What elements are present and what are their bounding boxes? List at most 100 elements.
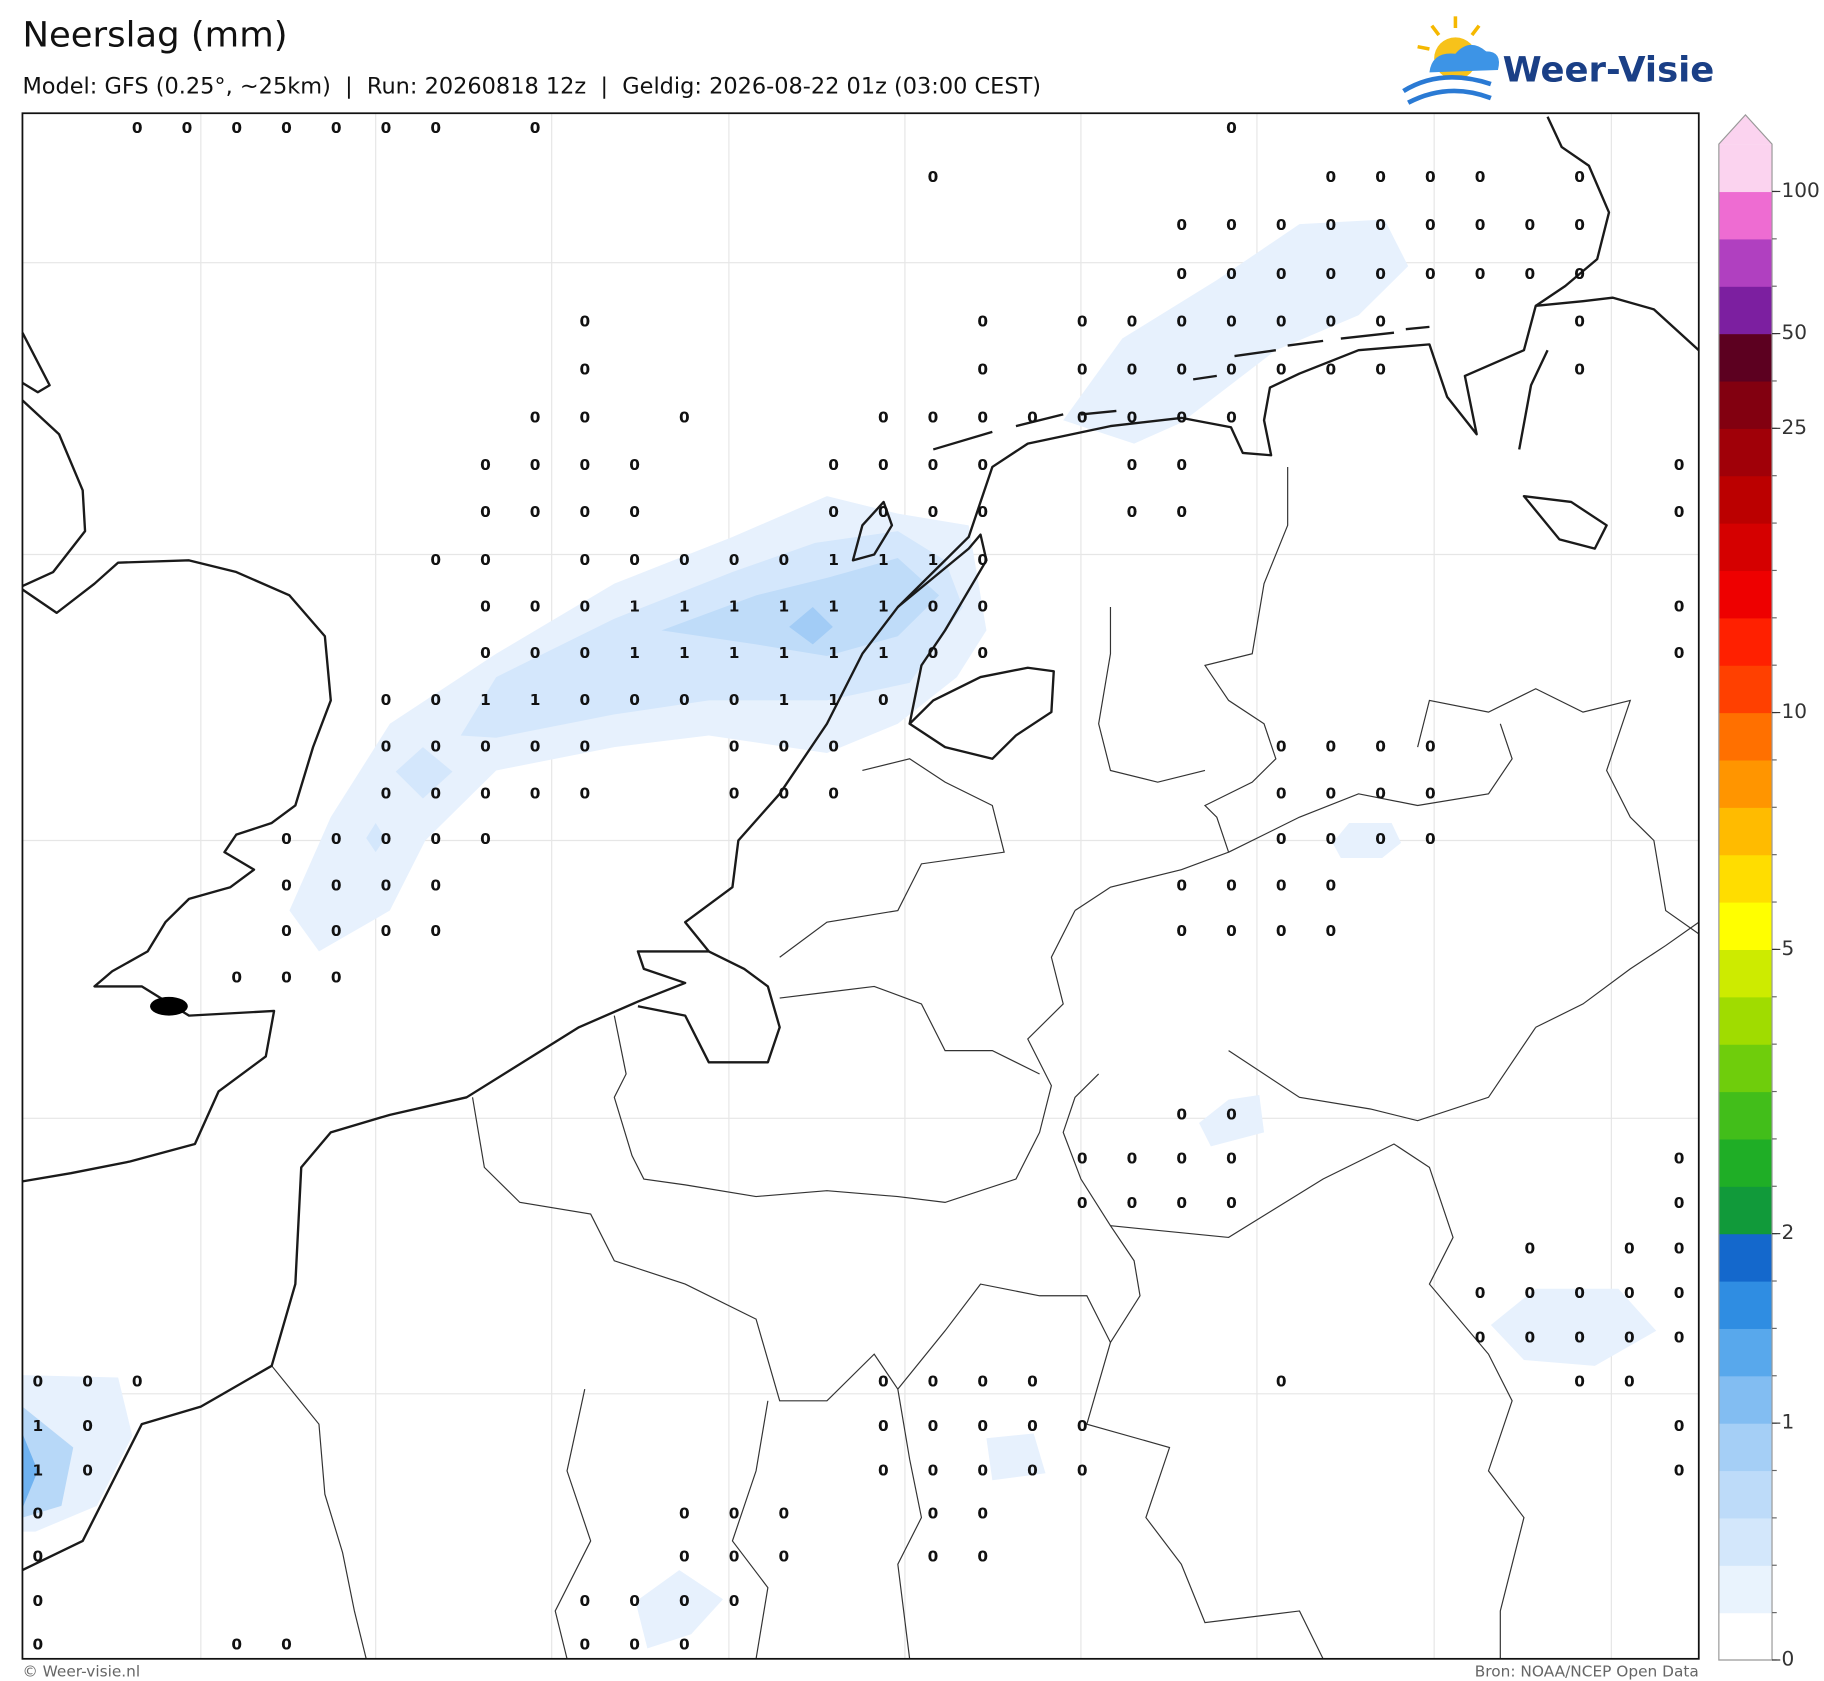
grid-value: 0 [281,969,292,987]
colorbar-segment [1718,1138,1773,1187]
borders-part [1228,1026,1537,1122]
title: Neerslag (mm) [22,15,287,56]
grid-value: 0 [1176,408,1187,426]
colorbar-segment [1718,1281,1773,1329]
grid-value: 0 [1525,1328,1536,1346]
grid-value: 0 [1226,408,1237,426]
colorbar-segment [1718,996,1773,1045]
grid-value: 0 [530,598,541,616]
grid-value: 0 [1425,738,1436,756]
grid-value: 0 [32,1635,43,1653]
grid-value: 0 [1525,1240,1536,1258]
grid-value: 0 [1176,503,1187,521]
grid-value: 0 [1525,216,1536,234]
grid-value: 0 [977,1548,988,1566]
borders-part [897,1389,923,1659]
grid-value: 0 [1624,1328,1635,1346]
colorbar-segment [1718,238,1773,287]
grid-value: 0 [679,408,690,426]
precipitation-shading-part [1332,822,1402,859]
grid-value: 0 [778,551,789,569]
grid-value: 0 [132,119,143,137]
grid-value: 0 [977,644,988,662]
grid-value: 0 [928,1373,939,1391]
coastline-part [1522,494,1608,550]
grid-value: 0 [1425,830,1436,848]
borders-part [1086,1342,1324,1660]
borders-part [731,1400,769,1659]
grid-value: 0 [1176,216,1187,234]
grid-value: 0 [331,969,342,987]
grid-value: 0 [480,738,491,756]
colorbar-segment [1718,570,1773,619]
colorbar-segment [1718,380,1773,429]
coastline-part [21,399,87,588]
grid-value: 0 [828,456,839,474]
colorbar-segment [1718,665,1773,714]
grid-value: 0 [1375,265,1386,283]
grid-value: 0 [1226,265,1237,283]
grid-value: 0 [778,1548,789,1566]
grid-value: 0 [1674,1194,1685,1212]
grid-value: 0 [530,738,541,756]
grid-value: 0 [381,119,392,137]
borders-part [1098,607,1206,783]
grid-value: 0 [281,119,292,137]
colorbar-segment [1718,1186,1773,1235]
grid-value: 0 [1276,265,1287,283]
grid-value: 0 [1276,877,1287,895]
precipitation-shading-part [635,1570,723,1649]
grid-value: 0 [1226,1105,1237,1123]
grid-value: 0 [1475,168,1486,186]
grid-value: 0 [878,503,889,521]
grid-value: 0 [1425,784,1436,802]
grid-value: 0 [1127,1194,1138,1212]
precipitation-shading-part [1199,1094,1265,1147]
grid-value: 0 [729,1505,740,1523]
grid-value: 0 [1276,922,1287,940]
colorbar-tick-label: 25 [1781,415,1807,439]
grid-value: 0 [1027,408,1038,426]
grid-value: 0 [1674,1417,1685,1435]
grid-value: 0 [1574,1373,1585,1391]
colorbar-segment [1718,1565,1773,1614]
colorbar-segment [1718,1375,1773,1424]
grid-value: 0 [1176,361,1187,379]
grid-value: 0 [977,456,988,474]
grid-value: 0 [1674,1461,1685,1479]
grid-value: 0 [580,1635,591,1653]
grid-value: 0 [729,1548,740,1566]
grid-value: 0 [1077,1417,1088,1435]
grid-value: 0 [828,784,839,802]
colorbar-tick-label: 2 [1781,1220,1794,1244]
grid-value: 0 [331,877,342,895]
grid-value: 0 [679,1505,690,1523]
grid-value: 0 [1077,408,1088,426]
precipitation-shading-part [366,822,386,853]
grid-value: 0 [928,1461,939,1479]
precipitation-shading-part [1490,1288,1657,1366]
colorbar-segment [1718,712,1773,761]
grid-value: 0 [1375,784,1386,802]
grid-value: 0 [430,738,441,756]
grid-value: 0 [977,361,988,379]
colorbar-segment [1718,1233,1773,1282]
grid-value: 0 [1077,361,1088,379]
grid-value: 0 [977,408,988,426]
grid-value: 0 [679,551,690,569]
grid-value: 1 [778,598,789,616]
grid-value: 0 [82,1417,93,1435]
grid-value: 0 [1077,1150,1088,1168]
borders-part [1417,688,1700,935]
footer-source: Bron: NOAA/NCEP Open Data [1475,1662,1699,1680]
grid-value: 0 [1276,830,1287,848]
grid-value: 0 [1574,1328,1585,1346]
map: 0 0 0 0 0 0 0 0 0 0 0 0 0 0 0 0 0 0 0 0 0 0 0 0 0 0 0 0 0 0 0 0 0 0 0 0 0 0 0 0… [21,112,1700,1660]
grid-value: 0 [1176,1194,1187,1212]
grid-value: 0 [1326,830,1337,848]
colorbar-segment [1718,1612,1773,1661]
colorbar-tick-label: 50 [1781,320,1807,344]
colorbar-segment [1718,902,1773,950]
grid-value: 0 [1276,361,1287,379]
coastline-part [1518,116,1611,450]
